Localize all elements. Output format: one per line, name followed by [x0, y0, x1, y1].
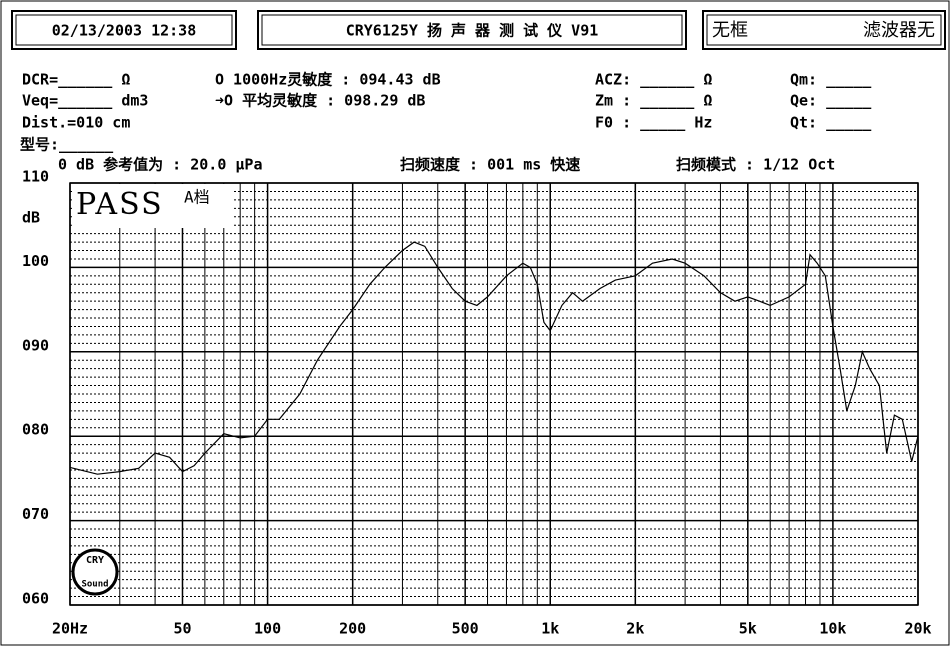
param: Qt: _____ — [790, 114, 872, 132]
x-tick-label: 500 — [452, 620, 479, 638]
box — [702, 10, 946, 50]
instrument: CRY6125Y 扬 声 器 测 试 仪 V91 — [346, 22, 599, 40]
y-tick-label: 100 — [22, 252, 49, 270]
param: Qm: _____ — [790, 71, 872, 89]
param: Veq=______ dm3 — [22, 92, 148, 110]
x-tick-label: 1k — [541, 620, 559, 638]
response-curve — [69, 241, 919, 475]
param: O 1000Hz灵敏度 : 094.43 dB — [215, 71, 441, 89]
y-tick-label: 110 — [22, 168, 49, 186]
y-tick-label: 060 — [22, 590, 49, 608]
grade: A档 — [184, 188, 210, 207]
logo-text: CRY — [86, 555, 104, 566]
param: 扫频速度 : 001 ms 快速 — [400, 156, 580, 174]
filter: 滤波器无 — [863, 20, 935, 41]
param: ➜O 平均灵敏度 : 098.29 dB — [215, 92, 425, 110]
logo — [71, 548, 119, 596]
y-tick-label: 080 — [22, 421, 49, 439]
param: 扫频模式 : 1/12 Oct — [676, 156, 835, 174]
x-tick-label: 2k — [626, 620, 644, 638]
frame: 无框 — [712, 20, 748, 41]
y-tick-label: 090 — [22, 336, 49, 354]
param: Qe: _____ — [790, 92, 872, 110]
param: Zm : ______ Ω — [595, 92, 712, 110]
box — [257, 10, 687, 50]
box — [261, 14, 683, 46]
x-tick-label: 10k — [819, 620, 846, 638]
box — [15, 14, 233, 46]
param: ACZ: ______ Ω — [595, 71, 712, 89]
y-tick-label: 070 — [22, 505, 49, 523]
x-tick-label: 20Hz — [52, 620, 88, 638]
param: Dist.=010 cm — [22, 114, 130, 132]
badge: PASS — [76, 187, 164, 222]
box — [11, 10, 237, 50]
param: DCR=______ Ω — [22, 71, 130, 89]
param: F0 : _____ Hz — [595, 114, 712, 132]
box — [706, 14, 942, 46]
x-tick-label: 200 — [339, 620, 366, 638]
param: 0 dB 参考值为 : 20.0 μPa — [58, 156, 263, 174]
x-tick-label: 100 — [254, 620, 281, 638]
datetime: 02/13/2003 12:38 — [52, 22, 197, 40]
y-axis-label: dB — [22, 209, 40, 227]
x-tick-label: 5k — [739, 620, 757, 638]
logo-text: Sound — [81, 580, 108, 590]
x-tick-label: 50 — [173, 620, 191, 638]
plot — [69, 182, 919, 606]
badge-bg — [72, 184, 232, 228]
param: 型号:______ — [20, 136, 114, 154]
plot-frame — [69, 182, 919, 606]
x-tick-label: 20k — [904, 620, 931, 638]
